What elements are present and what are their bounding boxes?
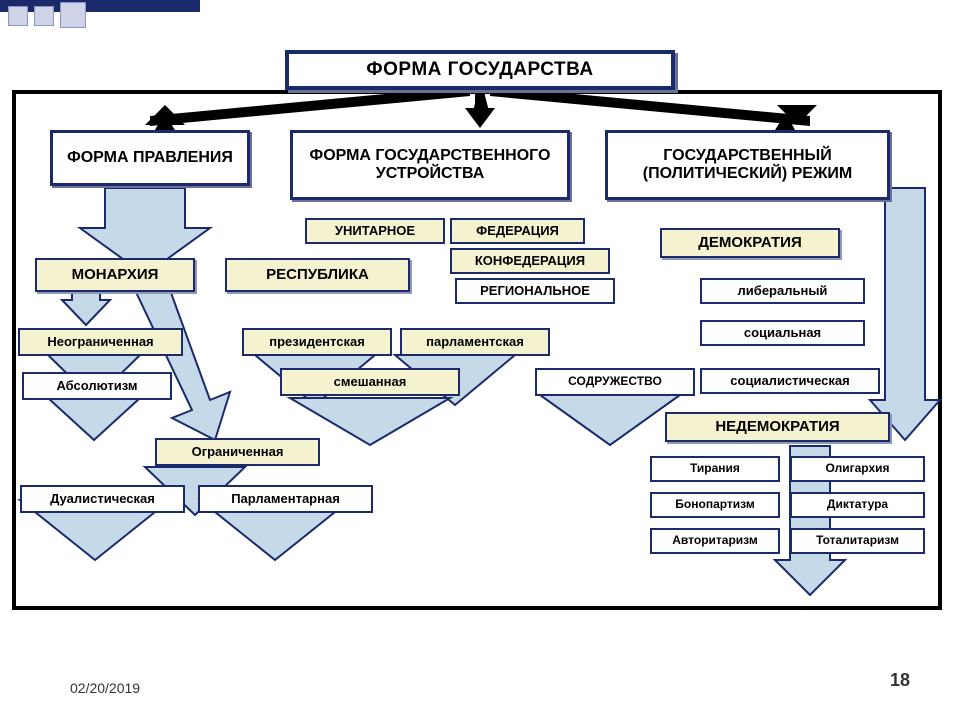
deco-bar (0, 0, 200, 12)
box-nondemocracy: НЕДЕМОКРАТИЯ (665, 412, 890, 442)
box-parliamentary-m: Парламентарная (198, 485, 373, 513)
box-tyranny: Тирания (650, 456, 780, 482)
box-unlimited: Неограниченная (18, 328, 183, 356)
box-democracy: ДЕМОКРАТИЯ (660, 228, 840, 258)
box-parliamentary-r: парламентская (400, 328, 550, 356)
box-monarchy: МОНАРХИЯ (35, 258, 195, 292)
box-regional: РЕГИОНАЛЬНОЕ (455, 278, 615, 304)
box-absolutism: Абсолютизм (22, 372, 172, 400)
box-limited: Ограниченная (155, 438, 320, 466)
box-authoritarianism: Авторитаризм (650, 528, 780, 554)
cat-forma-pravleniya: ФОРМА ПРАВЛЕНИЯ (50, 130, 250, 186)
box-unitary: УНИТАРНОЕ (305, 218, 445, 244)
box-confederation: КОНФЕДЕРАЦИЯ (450, 248, 610, 274)
deco-sq-1 (8, 6, 28, 26)
footer-date: 02/20/2019 (70, 680, 140, 696)
box-totalitarianism: Тоталитаризм (790, 528, 925, 554)
cat-polit-rezhim: ГОСУДАРСТВЕННЫЙ (ПОЛИТИЧЕСКИЙ) РЕЖИМ (605, 130, 890, 200)
deco-sq-3 (60, 2, 86, 28)
box-liberal: либеральный (700, 278, 865, 304)
cat-gos-ustroystvo: ФОРМА ГОСУДАРСТВЕННОГО УСТРОЙСТВА (290, 130, 570, 200)
footer-page: 18 (890, 670, 910, 691)
box-social: социальная (700, 320, 865, 346)
box-dualistic: Дуалистическая (20, 485, 185, 513)
box-republic: РЕСПУБЛИКА (225, 258, 410, 292)
box-dictatorship: Диктатура (790, 492, 925, 518)
title-box: ФОРМА ГОСУДАРСТВА (285, 50, 675, 90)
box-bonapartism: Бонопартизм (650, 492, 780, 518)
box-oligarchy: Олигархия (790, 456, 925, 482)
diagram-canvas: ФОРМА ГОСУДАРСТВА ФОРМА ПРАВЛЕНИЯ ФОРМА … (0, 0, 960, 720)
box-mixed: смешанная (280, 368, 460, 396)
box-federation: ФЕДЕРАЦИЯ (450, 218, 585, 244)
box-socialist: социалистическая (700, 368, 880, 394)
deco-sq-2 (34, 6, 54, 26)
box-commonwealth: СОДРУЖЕСТВО (535, 368, 695, 396)
box-presidential: президентская (242, 328, 392, 356)
